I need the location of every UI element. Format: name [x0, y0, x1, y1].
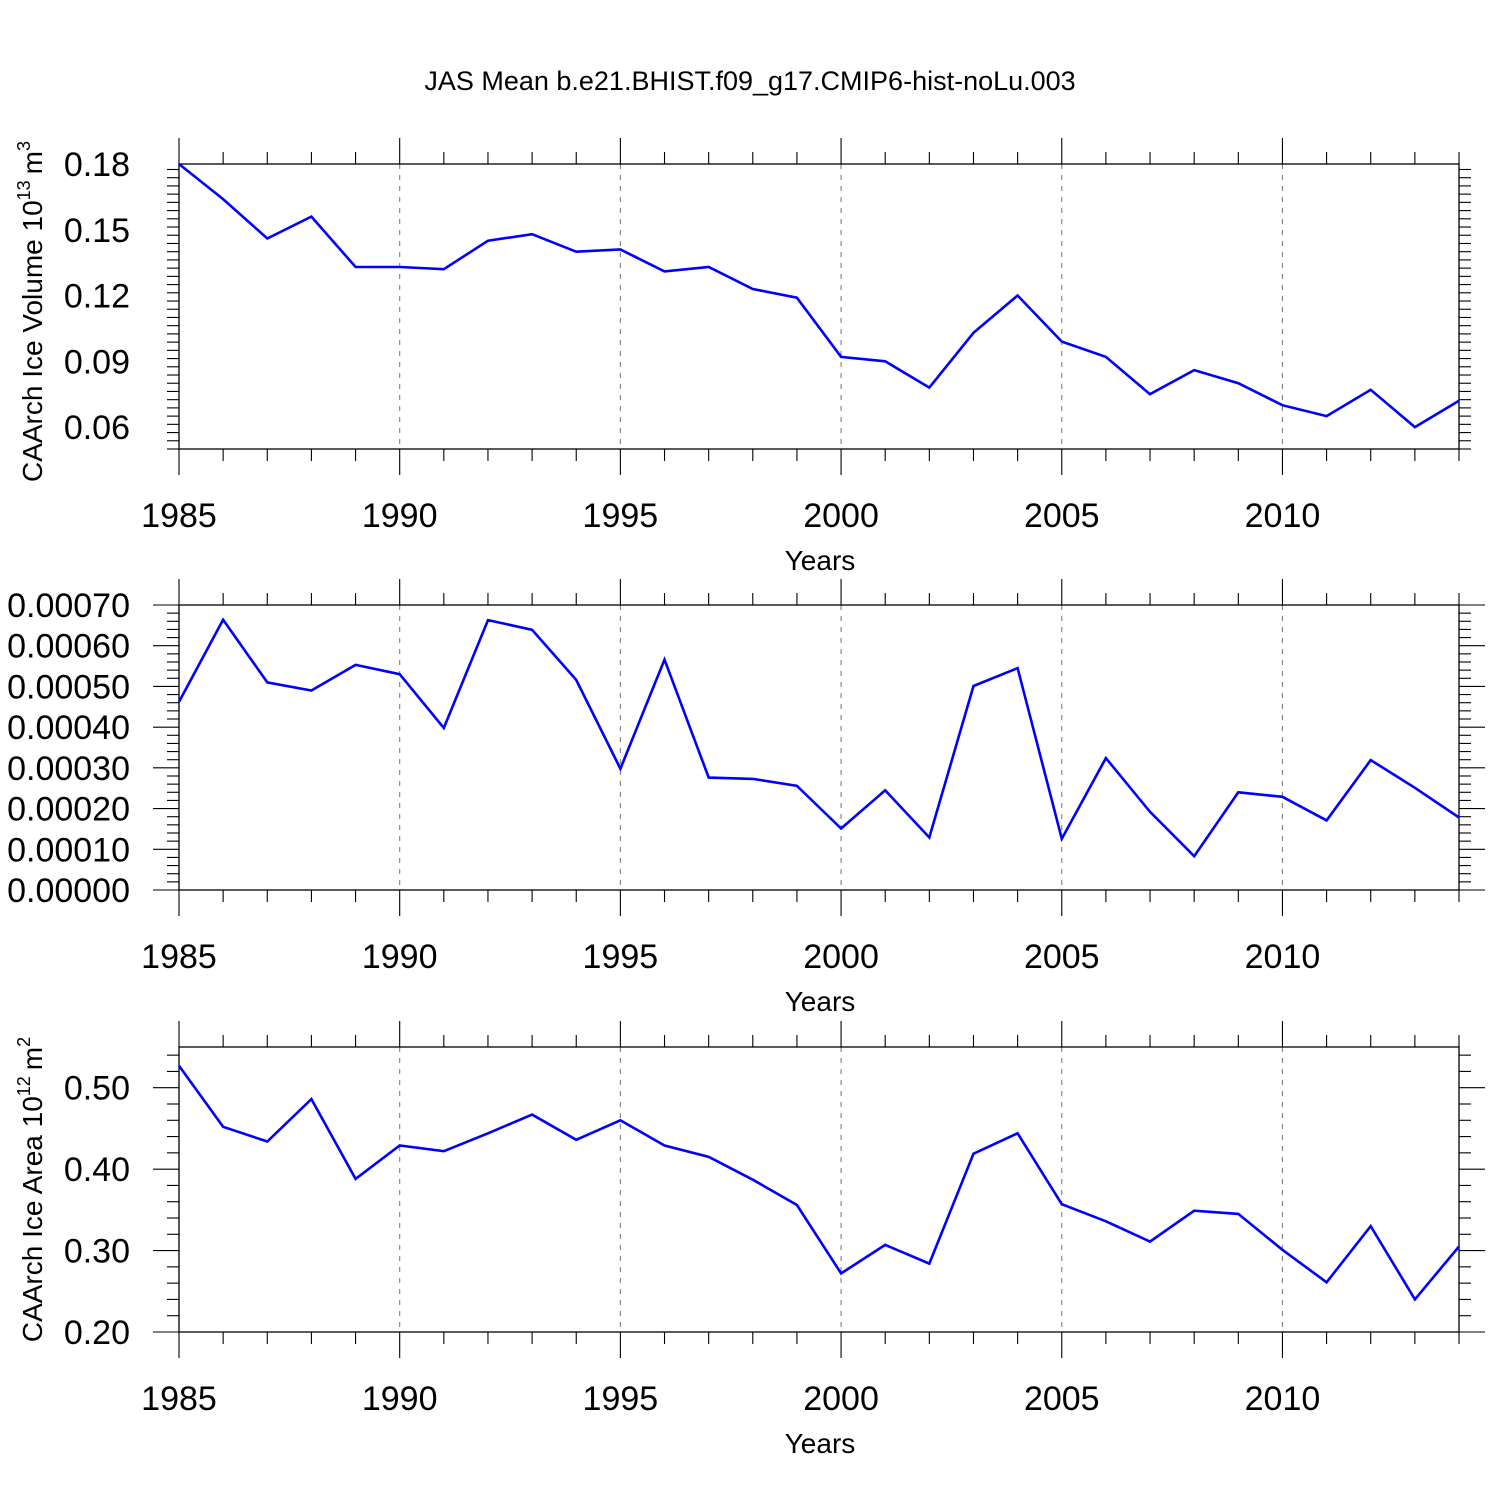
- panel1-xtick-label: 2010: [1245, 497, 1321, 535]
- panel1-ytick-label: 0.18: [64, 146, 130, 184]
- panel3-ytick-label: 0.20: [64, 1314, 130, 1352]
- panel1-ytick-label: 0.09: [64, 343, 130, 381]
- panel2-xtick-label: 1995: [583, 938, 659, 976]
- panel3-xaxis-label: Years: [785, 1428, 856, 1459]
- panel3-frame: [178, 1046, 1460, 1333]
- panel3-ytick-label: 0.50: [64, 1070, 130, 1108]
- panel2-xtick-label: 2010: [1245, 938, 1321, 976]
- panel3-ytick-label: 0.30: [64, 1233, 130, 1271]
- panel1-xtick-label: 1985: [141, 497, 217, 535]
- panel1-xtick-label: 1990: [362, 497, 438, 535]
- panel2-ytick-label: 0.00050: [7, 668, 130, 706]
- panel1-xtick-label: 1995: [583, 497, 659, 535]
- panel3-yaxis-label: CAArch Ice Area 1012m2: [14, 1037, 48, 1342]
- panel2-xaxis-label: Years: [785, 986, 856, 1017]
- panel3-xtick-label: 2005: [1024, 1380, 1100, 1418]
- panel2-ytick-label: 0.00010: [7, 831, 130, 869]
- panel1-ytick-label: 0.06: [64, 409, 130, 447]
- panel3-xtick-label: 2000: [803, 1380, 879, 1418]
- panel2-frame: [178, 604, 1460, 891]
- panel1-ytick-label: 0.15: [64, 212, 130, 250]
- panel3-xtick-label: 1985: [141, 1380, 217, 1418]
- panel2-data-line: [177, 617, 1460, 859]
- panel3-data-line: [177, 1064, 1460, 1302]
- panel1-yaxis-label: CAArch Ice Volume 1013m3: [14, 141, 48, 482]
- panel3-xtick-label: 2010: [1245, 1380, 1321, 1418]
- chart-title: JAS Mean b.e21.BHIST.f09_g17.CMIP6-hist-…: [424, 66, 1075, 96]
- panel1-xaxis-label: Years: [785, 545, 856, 576]
- panel1-data-line: [178, 162, 1460, 429]
- panel2-ytick-label: 0.00040: [7, 709, 130, 747]
- panel1-xtick-label: 2005: [1024, 497, 1100, 535]
- panel2-ytick-label: 0.00030: [7, 750, 130, 788]
- panel2-xtick-label: 2005: [1024, 938, 1100, 976]
- panel1-xtick-label: 2000: [803, 497, 879, 535]
- panel3-xtick-label: 1990: [362, 1380, 438, 1418]
- panel3-xtick-label: 1995: [583, 1380, 659, 1418]
- panel2-ytick-label: 0.00020: [7, 791, 130, 829]
- panel2-ytick-label: 0.00060: [7, 628, 130, 666]
- panel1-frame: [178, 163, 1460, 450]
- panel2-ytick-label: 0.00070: [7, 587, 130, 625]
- panel2-ytick-label: 0.00000: [7, 872, 130, 910]
- panel2-xtick-label: 1990: [362, 938, 438, 976]
- panel3-ytick-label: 0.40: [64, 1151, 130, 1189]
- panel2-xtick-label: 2000: [803, 938, 879, 976]
- panel2-xtick-label: 1985: [141, 938, 217, 976]
- panel1-ytick-label: 0.12: [64, 278, 130, 316]
